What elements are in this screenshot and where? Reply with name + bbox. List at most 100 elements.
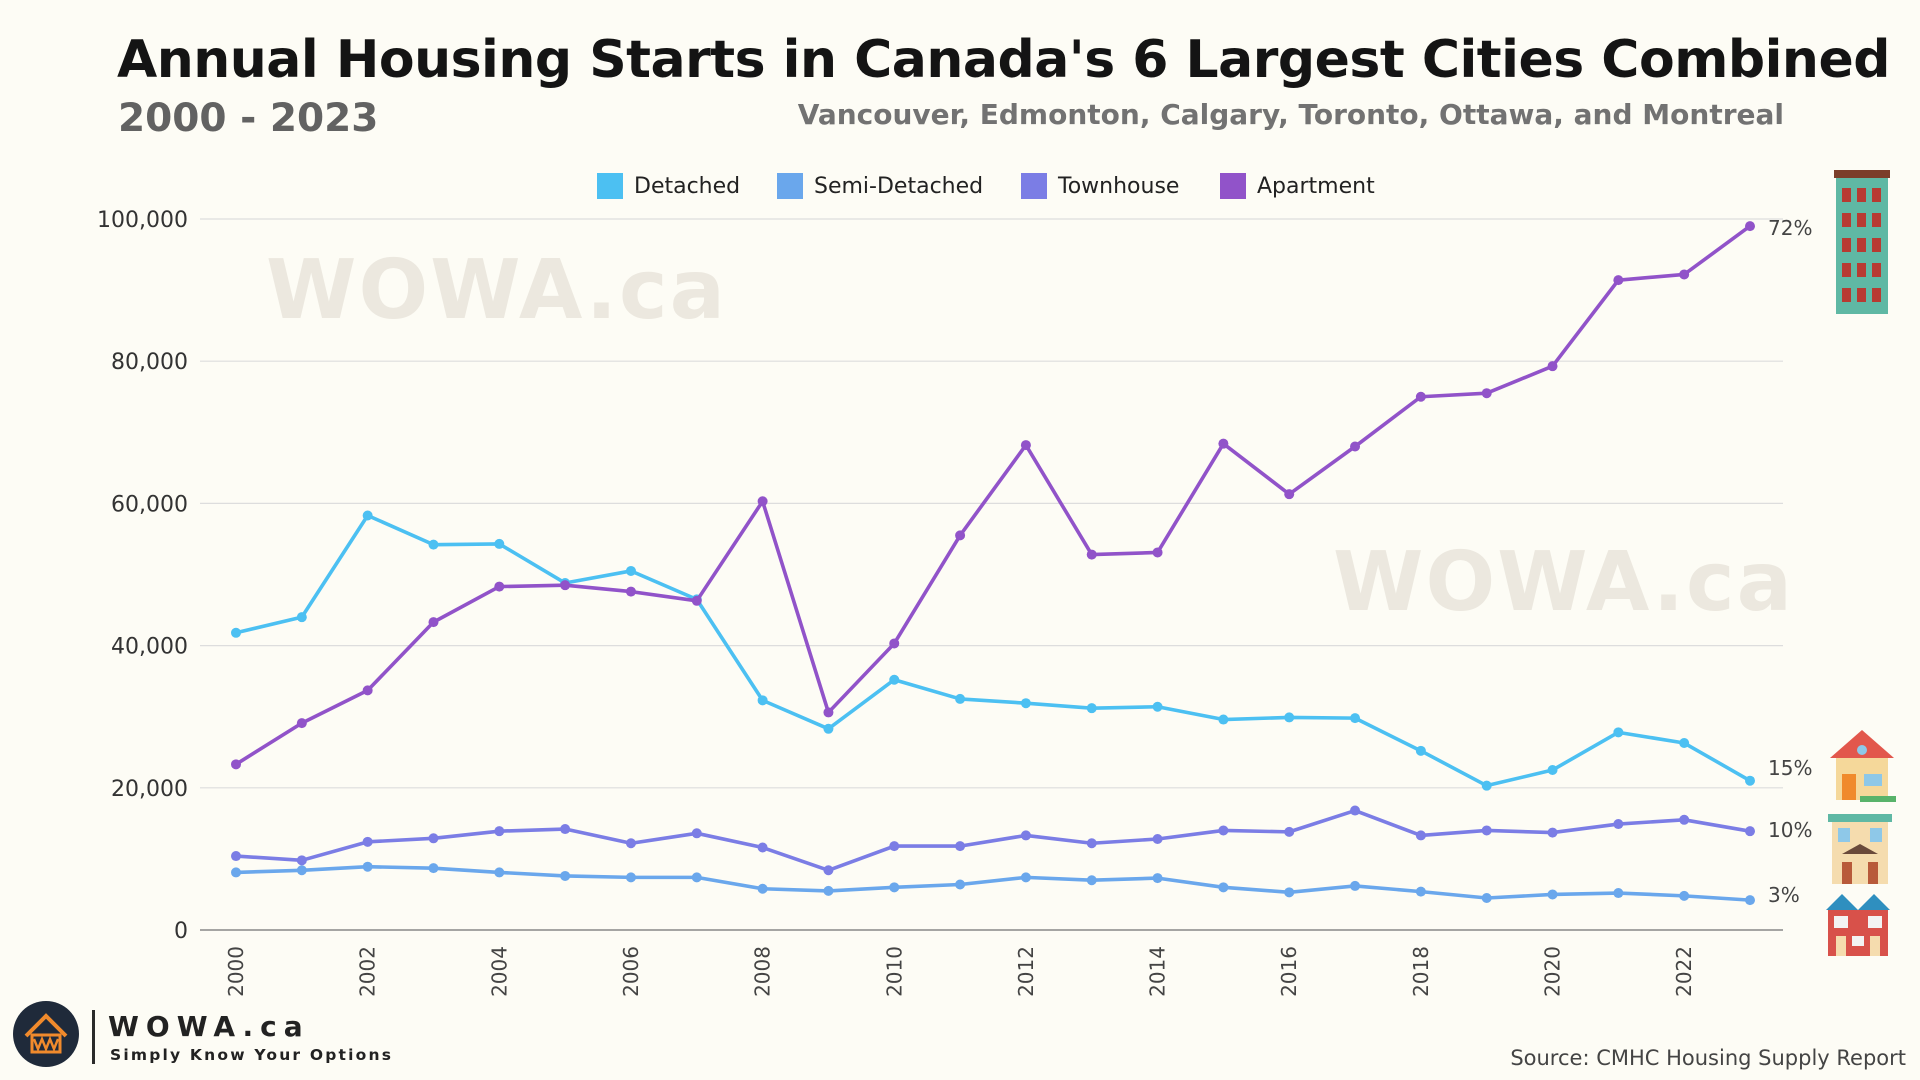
building-roof xyxy=(1834,170,1890,178)
apartment-data-point xyxy=(1415,391,1426,402)
detached-data-point xyxy=(1613,727,1624,738)
detached-data-point xyxy=(757,695,768,706)
x-tick-label: 2010 xyxy=(882,946,906,997)
semi-detached-data-point xyxy=(625,872,636,883)
x-tick-label: 2012 xyxy=(1014,946,1038,997)
detached-data-point xyxy=(1086,703,1097,714)
townhouse-data-point xyxy=(428,833,439,844)
detached-data-point xyxy=(625,565,636,576)
detached-legend-label: Detached xyxy=(634,174,740,199)
semi-detached-data-point xyxy=(1350,880,1361,891)
building-window xyxy=(1872,213,1881,227)
semi-detached-share-label: 3% xyxy=(1768,883,1800,907)
building-window xyxy=(1842,213,1851,227)
semi-detached-data-point xyxy=(823,885,834,896)
detached-data-point xyxy=(1020,698,1031,709)
townhouse-share-label: 10% xyxy=(1768,818,1812,842)
apartment-share-label: 72% xyxy=(1768,216,1812,240)
townhouse-data-point xyxy=(1020,830,1031,841)
detached-data-point xyxy=(955,693,966,704)
townhouse-data-point xyxy=(1613,819,1624,830)
detached-share-label: 15% xyxy=(1768,756,1812,780)
x-tick-label: 2008 xyxy=(751,946,775,997)
semi-detached-data-point xyxy=(889,882,900,893)
detached-data-point xyxy=(1745,775,1755,786)
x-tick-label: 2020 xyxy=(1541,946,1565,997)
semi-detached-data-point xyxy=(1415,886,1426,897)
house-hedge xyxy=(1860,796,1896,802)
townhouse-data-point xyxy=(1350,805,1361,816)
detached-data-point xyxy=(1481,780,1492,791)
townhouse-data-point xyxy=(1481,825,1492,836)
townhouse-data-point xyxy=(625,838,636,849)
townhouse-data-point xyxy=(955,841,966,852)
detached-data-point xyxy=(1547,765,1558,776)
detached-data-point xyxy=(362,510,373,521)
semi-detached-house-icon xyxy=(1826,894,1890,956)
cities-subtitle: Vancouver, Edmonton, Calgary, Toronto, O… xyxy=(797,98,1784,131)
apartment-data-point xyxy=(1284,489,1295,500)
townhouse-data-point xyxy=(1284,826,1295,837)
apartment-data-point xyxy=(625,586,636,597)
building-window xyxy=(1857,238,1866,252)
y-tick-label: 80,000 xyxy=(111,350,188,375)
apartment-data-point xyxy=(1547,361,1558,372)
semi-detached-data-point xyxy=(1481,893,1492,904)
semi-window xyxy=(1834,916,1848,928)
semi-door xyxy=(1870,936,1880,956)
detached-data-point xyxy=(1218,714,1229,725)
detached-legend-swatch xyxy=(597,173,623,199)
chart-title: Annual Housing Starts in Canada's 6 Larg… xyxy=(117,30,1890,90)
semi-roof-left xyxy=(1826,894,1858,910)
building-window xyxy=(1857,263,1866,277)
apartment-legend-swatch xyxy=(1220,173,1246,199)
townhouse-door xyxy=(1868,862,1878,884)
watermark-right: WOWA.ca xyxy=(1333,535,1794,630)
townhouse-data-point xyxy=(1152,833,1163,844)
apartment-data-point xyxy=(231,759,241,770)
detached-data-point xyxy=(296,612,307,623)
semi-detached-data-point xyxy=(757,883,768,894)
apartment-series-line xyxy=(235,224,1752,766)
townhouse-data-point xyxy=(1415,830,1426,841)
detached-data-point xyxy=(1284,712,1295,723)
apartment-legend-label: Apartment xyxy=(1257,174,1375,199)
semi-window xyxy=(1852,936,1864,946)
townhouse-data-point xyxy=(889,841,900,852)
semi-detached-data-point xyxy=(1547,889,1558,900)
building-window xyxy=(1842,238,1851,252)
townhouse-data-point xyxy=(362,836,373,847)
apartment-data-point xyxy=(560,580,571,591)
watermark-top: WOWA.ca xyxy=(266,243,727,338)
house-roof xyxy=(1830,730,1894,758)
apartment-data-point xyxy=(1679,269,1690,280)
detached-data-point xyxy=(1415,745,1426,756)
detached-house-icon xyxy=(1830,730,1896,802)
semi-window xyxy=(1868,916,1882,928)
house-window xyxy=(1864,774,1882,786)
semi-detached-data-point xyxy=(1218,882,1229,893)
x-tick-label: 2018 xyxy=(1409,946,1433,997)
x-tick-label: 2016 xyxy=(1277,946,1301,997)
apartment-data-point xyxy=(691,595,702,606)
y-tick-label: 0 xyxy=(174,919,188,944)
townhouse-data-point xyxy=(231,851,241,862)
building-window xyxy=(1857,288,1866,302)
townhouse-door xyxy=(1842,862,1852,884)
apartment-data-point xyxy=(1745,221,1755,232)
semi-detached-data-point xyxy=(296,865,307,876)
semi-detached-series-line xyxy=(235,864,1751,902)
apartment-data-point xyxy=(1613,275,1624,286)
townhouse-icon xyxy=(1828,814,1892,884)
semi-detached-data-point xyxy=(1679,890,1690,901)
detached-data-point xyxy=(1152,701,1163,712)
building-window xyxy=(1842,288,1851,302)
townhouse-data-point xyxy=(1086,838,1097,849)
building-window xyxy=(1842,263,1851,277)
x-tick-label: 2002 xyxy=(356,946,380,997)
semi-detached-legend-label: Semi-Detached xyxy=(814,174,983,199)
building-window xyxy=(1857,188,1866,202)
apartment-data-point xyxy=(296,718,307,729)
brand-name: WOWA.ca xyxy=(108,1010,310,1043)
